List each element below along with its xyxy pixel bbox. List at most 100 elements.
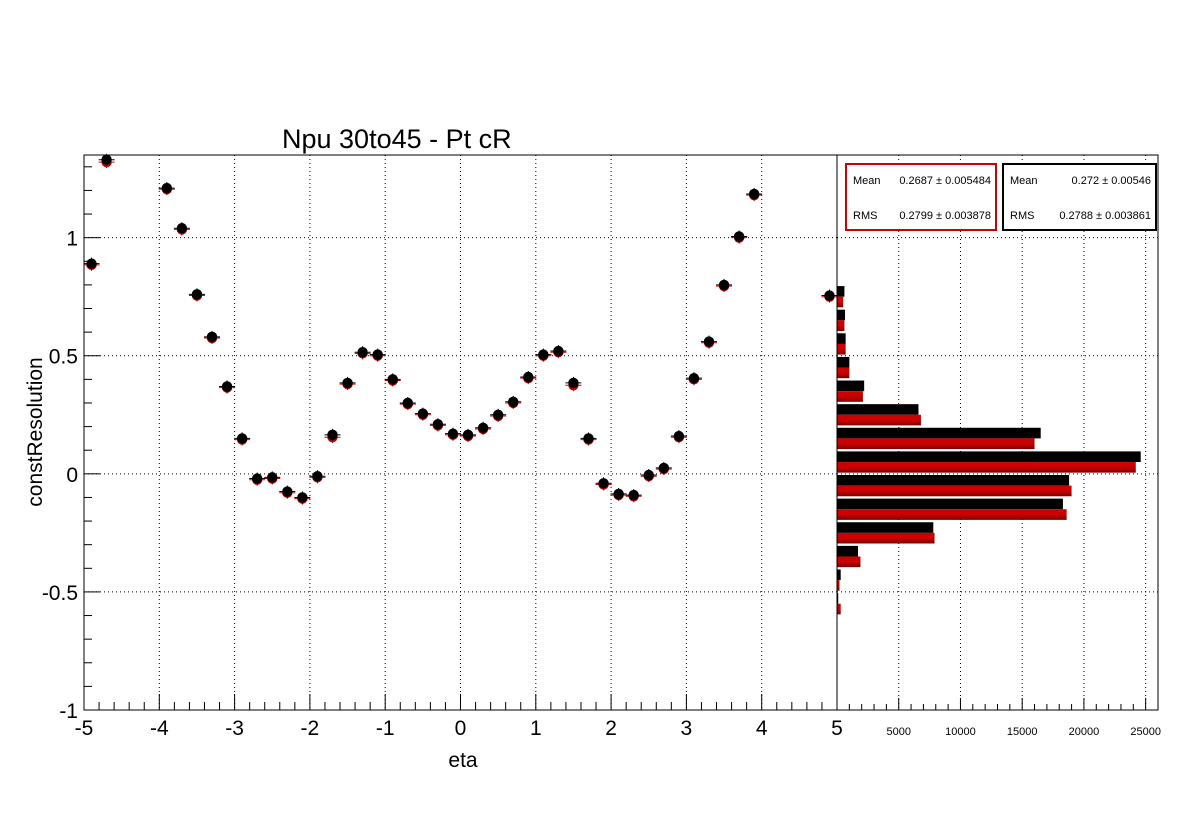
data-point bbox=[477, 422, 489, 433]
hist-bar bbox=[837, 569, 841, 581]
data-point bbox=[703, 336, 715, 347]
hist-bar bbox=[837, 603, 841, 615]
data-point bbox=[176, 223, 188, 234]
hist-bar bbox=[837, 367, 850, 379]
hist-bar bbox=[837, 593, 839, 604]
hist-bar bbox=[837, 380, 865, 392]
data-point bbox=[568, 377, 579, 389]
data-point bbox=[447, 428, 459, 439]
data-point bbox=[628, 489, 639, 501]
data-point bbox=[387, 374, 398, 385]
stats-rms-value: 0.2788 ± 0.003861 bbox=[1059, 210, 1151, 222]
hist-bar bbox=[837, 320, 845, 331]
hist-bar bbox=[837, 509, 1067, 520]
x-tick-label: 4 bbox=[756, 717, 768, 740]
stats-rms-label: RMS bbox=[1010, 210, 1035, 222]
hist-bar bbox=[837, 286, 845, 297]
data-point bbox=[251, 473, 263, 484]
x-tick-label: -1 bbox=[376, 717, 395, 740]
hist-x-tick-label: 5000 bbox=[886, 726, 910, 738]
hist-bar bbox=[837, 462, 1136, 473]
data-point bbox=[462, 429, 474, 441]
x-tick-label: -5 bbox=[75, 717, 94, 740]
data-point bbox=[282, 486, 293, 497]
stats-box-black: Mean 0.272 ± 0.00546 RMS 0.2788 ± 0.003861 bbox=[1002, 163, 1157, 231]
data-point bbox=[86, 258, 97, 269]
x-tick-label: 2 bbox=[605, 717, 617, 740]
hist-bar bbox=[837, 356, 850, 368]
data-point bbox=[748, 188, 760, 200]
data-point bbox=[688, 372, 700, 384]
stats-rms-label: RMS bbox=[853, 210, 878, 222]
x-tick-label: 0 bbox=[455, 717, 467, 740]
data-point bbox=[733, 231, 745, 242]
hist-bar bbox=[837, 343, 846, 355]
main-frame bbox=[83, 154, 838, 711]
x-tick-label: -3 bbox=[225, 717, 244, 740]
y-tick-label: -1 bbox=[59, 700, 78, 723]
data-point bbox=[402, 397, 413, 409]
data-point bbox=[658, 462, 670, 474]
x-tick-label: -4 bbox=[150, 717, 169, 740]
x-tick-label: -2 bbox=[301, 717, 320, 740]
data-point bbox=[236, 433, 248, 444]
hist-bar bbox=[837, 414, 921, 426]
data-point bbox=[342, 377, 353, 389]
data-point bbox=[297, 492, 308, 503]
hist-bar bbox=[837, 404, 919, 415]
data-point bbox=[161, 182, 173, 194]
hist-bar bbox=[837, 309, 846, 321]
data-point bbox=[553, 345, 564, 357]
data-point bbox=[327, 429, 338, 441]
hist-x-tick-label: 10000 bbox=[945, 726, 976, 738]
data-point bbox=[598, 478, 609, 489]
scatter-points bbox=[83, 153, 838, 505]
data-point bbox=[372, 349, 383, 360]
data-point bbox=[432, 419, 444, 430]
data-point bbox=[492, 409, 504, 420]
y-axis-label: constResolution bbox=[24, 357, 47, 506]
grid-lines bbox=[84, 155, 1158, 710]
data-point bbox=[718, 279, 730, 291]
x-tick-label: 3 bbox=[681, 717, 693, 740]
hist-bar bbox=[837, 485, 1072, 497]
y-tick-label: 0 bbox=[66, 464, 78, 487]
data-point bbox=[673, 430, 685, 442]
hist-bar bbox=[837, 532, 935, 544]
hist-x-tick-label: 15000 bbox=[1007, 726, 1038, 738]
y-tick-label: -0.5 bbox=[42, 582, 78, 605]
hist-bar bbox=[837, 475, 1070, 486]
data-point bbox=[538, 349, 549, 360]
data-point bbox=[101, 154, 112, 165]
data-point bbox=[613, 488, 624, 500]
data-point bbox=[824, 290, 835, 301]
data-point bbox=[191, 289, 203, 300]
stats-rms-value: 0.2799 ± 0.003878 bbox=[899, 210, 991, 222]
data-point bbox=[206, 331, 218, 343]
data-point bbox=[523, 371, 534, 383]
stats-mean-value: 0.2687 ± 0.005484 bbox=[899, 175, 991, 187]
x-axis-label: eta bbox=[448, 749, 478, 772]
x-tick-label: 5 bbox=[831, 717, 843, 740]
data-point bbox=[312, 470, 323, 482]
y-tick-label: 1 bbox=[66, 228, 78, 251]
hist-bar bbox=[837, 438, 1035, 450]
hist-bar bbox=[837, 427, 1041, 439]
hist-bar bbox=[837, 545, 858, 557]
hist-bar bbox=[837, 498, 1063, 510]
hist-bar bbox=[837, 451, 1141, 463]
hist-bar bbox=[837, 556, 861, 568]
stats-box-red: Mean 0.2687 ± 0.005484 RMS 0.2799 ± 0.0038… bbox=[845, 163, 997, 231]
y-tick-label: 0.5 bbox=[49, 346, 78, 369]
data-point bbox=[508, 396, 519, 407]
hist-x-tick-label: 20000 bbox=[1069, 726, 1100, 738]
hist-bar bbox=[837, 296, 844, 308]
data-point bbox=[643, 469, 654, 481]
hist-bar bbox=[837, 522, 934, 533]
data-point bbox=[583, 433, 594, 444]
hist-bar bbox=[837, 333, 846, 344]
stats-mean-label: Mean bbox=[1010, 175, 1038, 187]
chart-title: Npu 30to45 - Pt cR bbox=[282, 124, 512, 154]
hist-bar bbox=[837, 580, 840, 591]
